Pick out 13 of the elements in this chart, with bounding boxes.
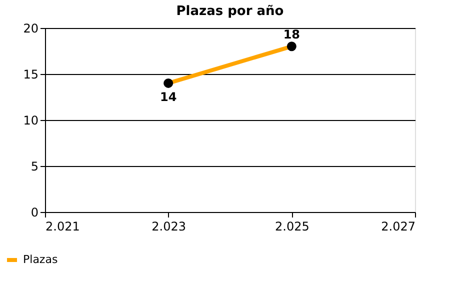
x-tick-label: 2.027 (381, 220, 416, 234)
x-tick-label: 2.021 (46, 220, 80, 234)
data-label: 18 (283, 27, 300, 42)
legend-label: Plazas (23, 253, 58, 266)
data-label: 14 (160, 90, 177, 104)
x-tick-label: 2.025 (274, 220, 310, 234)
y-tick-label: 20 (23, 22, 38, 36)
y-tick-label: 5 (30, 160, 38, 174)
y-tick-label: 0 (30, 206, 38, 220)
y-tick-label: 15 (23, 68, 38, 82)
chart-title: Plazas por año (176, 4, 284, 19)
x-tick-label: 2.023 (152, 220, 186, 234)
y-tick-label: 10 (23, 114, 38, 128)
